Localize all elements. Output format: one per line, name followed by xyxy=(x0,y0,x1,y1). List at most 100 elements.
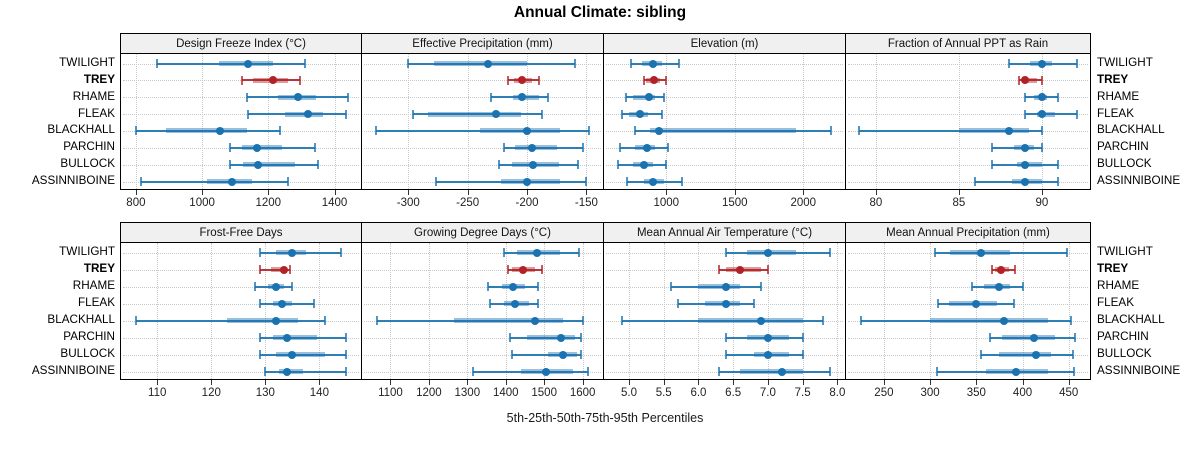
median-dot xyxy=(639,160,648,169)
whisker-cap-left xyxy=(258,299,261,308)
gridline-v xyxy=(467,54,469,189)
whisker-cap-left xyxy=(258,265,261,274)
whisker-line xyxy=(975,180,1059,183)
axis-tick-mark xyxy=(319,380,321,385)
axis-tick-mark xyxy=(582,380,584,385)
whisker-line xyxy=(473,370,589,373)
median-dot xyxy=(216,126,225,135)
whisker-line xyxy=(503,251,579,254)
whisker-cap-right xyxy=(278,126,281,136)
row-label-right-parchin: PARCHIN xyxy=(1097,140,1149,154)
whisker-cap-left xyxy=(247,109,250,119)
axis-tick-label: 250 xyxy=(874,387,894,399)
row-label-right-assinniboine: ASSINNIBOINE xyxy=(1097,174,1181,187)
median-dot xyxy=(1021,160,1030,169)
panel-plot-fraction-of-annual-ppt-as-rain xyxy=(845,53,1091,190)
axis-tick-mark xyxy=(408,190,410,195)
row-label-right-bullock: BULLOCK xyxy=(1097,157,1152,171)
whisker-cap-right xyxy=(678,59,681,68)
axis-tick-label: 1500 xyxy=(531,387,557,399)
median-dot xyxy=(532,248,541,257)
row-label-right-blackhall: BLACKHALL xyxy=(1097,123,1165,137)
panel-strip-effective-precipitation-mm: Effective Precipitation (mm) xyxy=(361,33,604,54)
gridline-v xyxy=(467,243,469,379)
whisker-cap-left xyxy=(489,299,492,308)
row-label-left-assinniboine: ASSINNIBOINE xyxy=(31,174,115,187)
row-label-left-trey: TREY xyxy=(83,72,115,86)
whisker-cap-left xyxy=(497,160,500,170)
whisker-line xyxy=(259,268,290,271)
whisker-cap-left xyxy=(621,316,624,325)
whisker-cap-right xyxy=(587,126,590,136)
panel-plot-mean-annual-air-temperature-c xyxy=(603,242,846,380)
gridline-v xyxy=(265,243,267,379)
gridline-v xyxy=(334,54,336,189)
axis-tick-mark xyxy=(767,380,769,385)
whisker-cap-left xyxy=(979,350,982,359)
axis-tick-label: 120 xyxy=(201,387,221,399)
whisker-line xyxy=(677,302,754,305)
percentile-band xyxy=(930,318,1049,323)
median-dot xyxy=(763,333,772,342)
percentile-band xyxy=(270,267,287,272)
whisker-cap-right xyxy=(1021,282,1024,291)
panel-title: Mean Annual Precipitation (mm) xyxy=(886,226,1050,239)
axis-tick-mark xyxy=(958,190,960,195)
gridline-v xyxy=(767,243,769,379)
gridline-h xyxy=(123,97,359,99)
median-dot xyxy=(272,316,281,325)
axis-tick-mark xyxy=(268,190,270,195)
row-label-left-bullock: BULLOCK xyxy=(60,157,115,171)
whisker-cap-right xyxy=(537,299,540,308)
whisker-cap-right xyxy=(537,282,540,291)
median-dot xyxy=(227,177,236,186)
gridline-v xyxy=(837,243,839,379)
axis-tick-mark xyxy=(734,190,736,195)
percentile-band xyxy=(1016,162,1042,168)
whisker-cap-right xyxy=(303,59,306,68)
whisker-cap-left xyxy=(618,143,621,153)
gridline-h xyxy=(848,114,1088,116)
whisker-cap-right xyxy=(1040,126,1043,136)
median-dot xyxy=(528,160,537,169)
median-dot xyxy=(519,265,528,274)
whisker-cap-left xyxy=(412,109,415,119)
whisker-line xyxy=(992,146,1042,149)
median-dot xyxy=(636,110,645,119)
whisker-cap-left xyxy=(245,92,248,102)
axis-tick-label: -300 xyxy=(396,197,420,209)
axis-tick-mark xyxy=(505,380,507,385)
percentile-band xyxy=(958,128,1029,134)
row-label-left-blackhall: BLACKHALL xyxy=(47,313,115,326)
whisker-line xyxy=(622,319,824,322)
panel-plot-design-freeze-index-c xyxy=(120,53,362,190)
gridline-h xyxy=(606,114,843,116)
whisker-cap-left xyxy=(134,316,137,325)
gridline-v xyxy=(666,54,668,189)
axis-tick-mark xyxy=(976,380,978,385)
axis-tick-label: 1400 xyxy=(492,387,519,399)
percentile-band xyxy=(633,94,656,100)
chart-title: Annual Climate: sibling xyxy=(513,4,687,21)
axis-tick-mark xyxy=(698,380,700,385)
median-dot xyxy=(1037,93,1046,102)
whisker-cap-left xyxy=(989,333,992,342)
whisker-line xyxy=(140,180,289,183)
whisker-cap-right xyxy=(822,316,825,325)
whisker-line xyxy=(859,129,1042,132)
whisker-cap-left xyxy=(725,350,728,359)
median-dot xyxy=(722,299,731,308)
median-dot xyxy=(1012,367,1021,376)
gridline-v xyxy=(582,243,584,379)
percentile-band xyxy=(649,128,797,134)
whisker-cap-right xyxy=(313,143,316,153)
row-label-left-rhame: RHAME xyxy=(72,279,115,292)
whisker-cap-right xyxy=(1057,160,1060,170)
axis-tick-label: 5.5 xyxy=(655,387,672,399)
whisker-line xyxy=(509,336,581,339)
whisker-line xyxy=(413,113,543,116)
axis-tick-mark xyxy=(663,380,665,385)
whisker-line xyxy=(157,62,305,65)
whisker-cap-right xyxy=(1065,248,1068,257)
whisker-cap-left xyxy=(643,75,646,85)
